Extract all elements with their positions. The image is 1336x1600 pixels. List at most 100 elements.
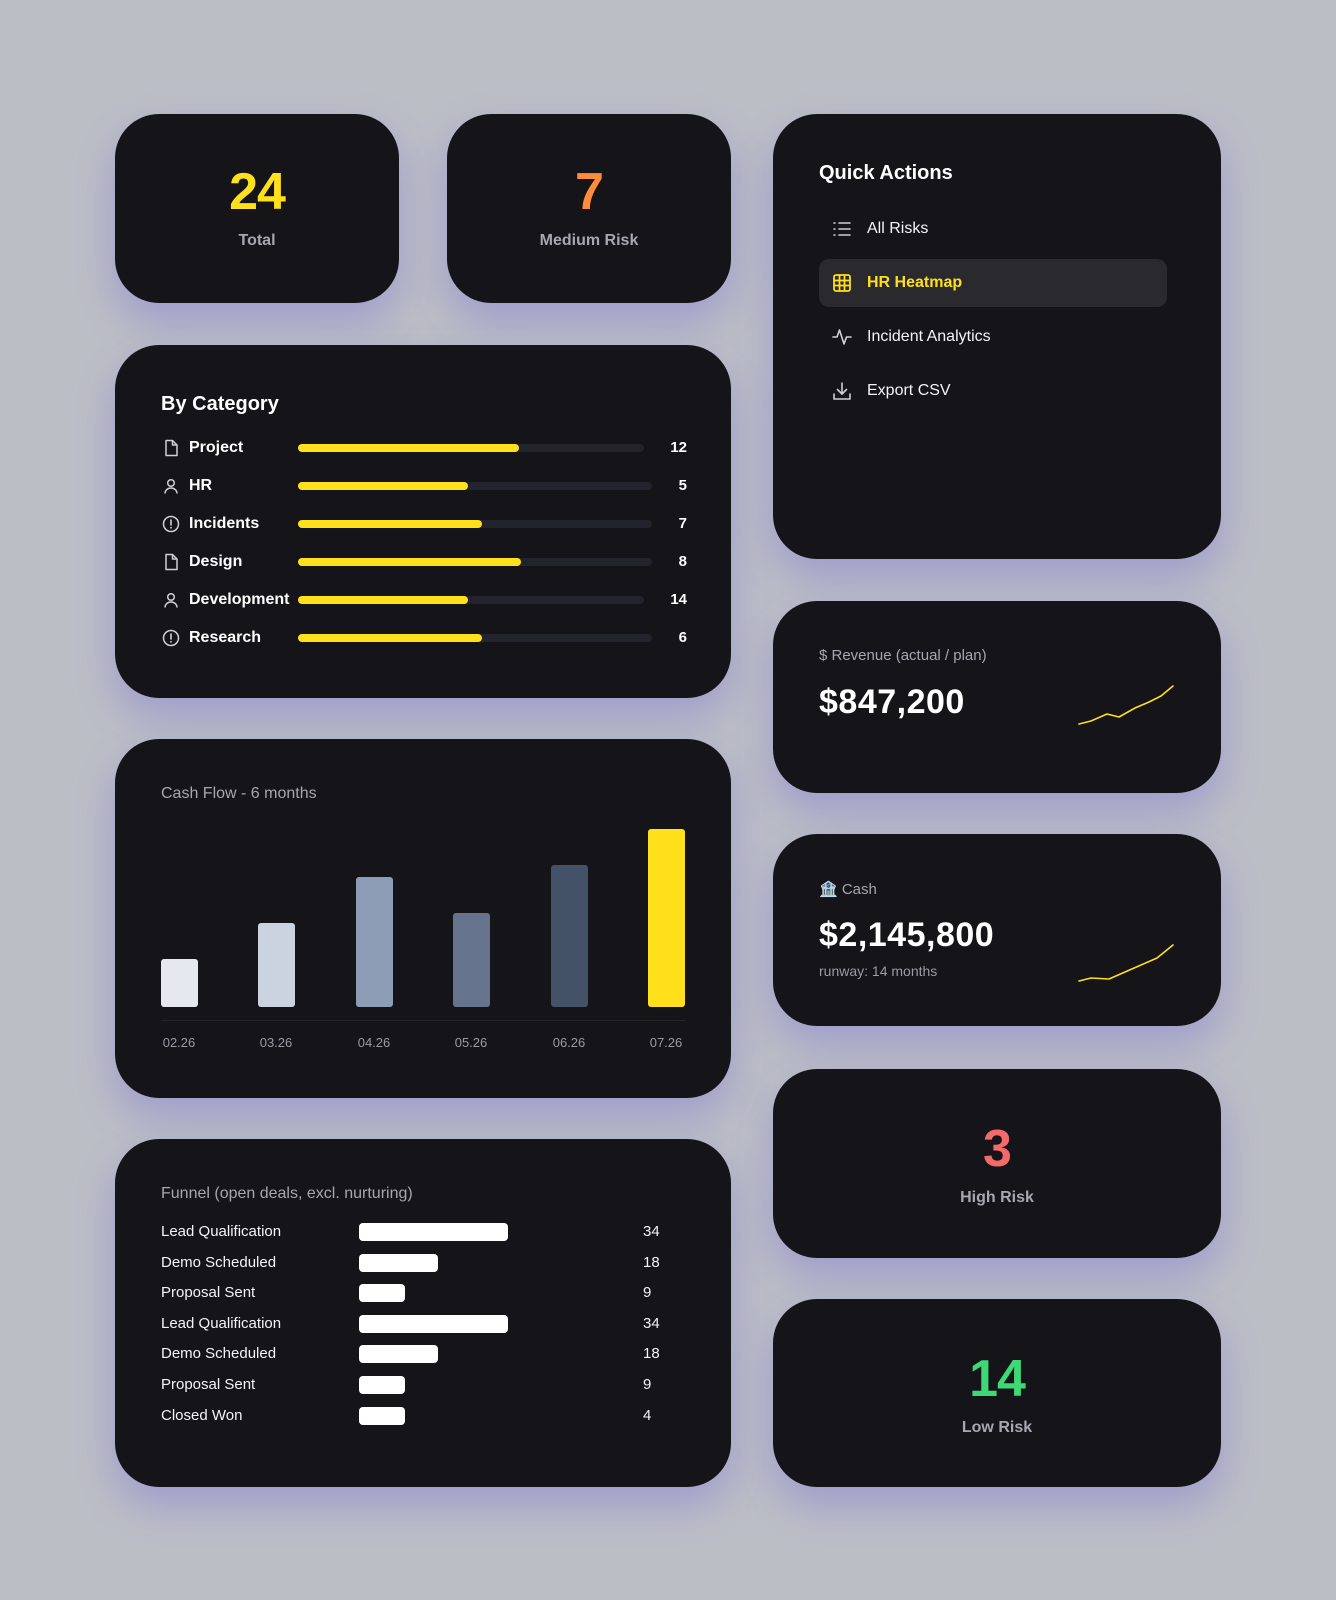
revenue-card: $ Revenue (actual / plan) $847,200 [773,601,1221,793]
grid-icon [833,274,851,292]
funnel-stage-label: Demo Scheduled [161,1253,277,1271]
cash-flow-tick-label: 03.26 [259,1035,293,1050]
category-row: Design [161,552,242,572]
funnel-count: 34 [643,1314,660,1332]
cash-flow-title: Cash Flow - 6 months [161,785,317,802]
funnel-card: Funnel (open deals, excl. nurturing) Lea… [115,1139,731,1487]
medium-risk-label: Medium Risk [539,232,639,249]
funnel-bar [359,1376,405,1394]
category-bar-fill [298,558,521,566]
cash-flow-bar [161,959,198,1007]
category-name: Project [189,439,244,456]
high-risk-label: High Risk [960,1189,1034,1206]
funnel-count: 9 [643,1284,652,1302]
category-name: Development [189,591,290,608]
category-bar-fill [298,596,468,604]
cash-flow-bar [356,877,393,1007]
cash-value: $2,145,800 [819,916,995,954]
category-bar-fill [298,482,468,490]
category-bar-track [298,482,652,490]
funnel-stage-label: Lead Qualification [161,1314,282,1332]
category-row: Incidents [161,514,259,534]
quick-action-label: Incident Analytics [867,328,991,345]
cash-runway: runway: 14 months [819,963,938,979]
category-count: 14 [670,591,687,608]
funnel-count: 18 [643,1253,660,1271]
quick-action-label: All Risks [867,220,929,237]
cash-flow-bar [648,829,685,1007]
category-bar-track [298,558,652,566]
category-bar-track [298,596,644,604]
low-risk-label: Low Risk [961,1419,1033,1436]
medium-risk-stat-card: 7 Medium Risk [447,114,731,303]
alert-circle-icon [162,629,180,647]
cash-flow-tick-label: 06.26 [552,1035,586,1050]
total-value: 24 [229,163,286,221]
funnel-bar [359,1314,508,1333]
cash-sparkline [1078,944,1174,982]
cash-flow-tick-label: 07.26 [649,1035,683,1050]
quick-action-label: Export CSV [867,382,951,399]
funnel-stage-label: Lead Qualification [161,1223,282,1240]
by-category-title: By Category [161,393,279,415]
funnel-count: 34 [643,1223,660,1240]
funnel-stage-label: Closed Won [161,1406,243,1424]
funnel-stage-label: Proposal Sent [161,1376,256,1393]
category-name: Research [189,629,262,646]
category-bar-fill [298,634,482,642]
low-risk-value: 14 [969,1350,1026,1408]
alert-circle-icon [162,515,180,533]
download-icon [833,382,851,400]
cash-label: 🏦 Cash [819,881,877,898]
category-bar-fill [298,520,482,528]
category-bar-track [298,634,652,642]
revenue-value: $847,200 [819,683,965,721]
category-bar-track [298,444,644,452]
funnel-count: 9 [643,1376,652,1393]
funnel-bar [359,1284,405,1303]
funnel-title: Funnel (open deals, excl. nurturing) [161,1185,413,1202]
quick-action-label: HR Heatmap [867,274,963,291]
funnel-bar [359,1406,405,1425]
user-icon [164,592,178,608]
user-icon [164,478,178,494]
quick-actions-card: Quick Actions All Risks HR Heatmap Incid… [773,114,1221,559]
by-category-card: By Category Project 12 HR 5 Incidents 7 Design… [115,345,731,698]
category-count: 5 [678,477,687,494]
funnel-stage-label: Demo Scheduled [161,1345,277,1363]
cash-flow-bar [551,865,588,1007]
list-icon [833,222,851,236]
funnel-count: 4 [643,1406,652,1424]
cash-flow-bar [453,913,490,1007]
file-icon [165,439,178,457]
medium-risk-value: 7 [575,163,604,221]
category-name: Design [189,553,243,570]
total-label: Total [238,232,276,249]
cash-flow-tick-label: 05.26 [454,1035,488,1050]
quick-action-hr-heatmap[interactable]: HR Heatmap [819,259,1167,307]
category-bar-track [298,520,652,528]
category-bar-fill [298,444,519,452]
category-row: Development [161,590,289,610]
revenue-label: $ Revenue (actual / plan) [819,647,987,664]
high-risk-stat-card: 3 High Risk [773,1069,1221,1258]
file-icon [165,553,178,571]
revenue-sparkline [1078,685,1174,725]
quick-action-export-csv[interactable]: Export CSV [819,367,1167,415]
cash-flow-card: Cash Flow - 6 months 02.26 03.26 04.26 05.2… [115,739,731,1098]
funnel-bar [359,1345,438,1364]
quick-actions-title: Quick Actions [819,162,953,184]
funnel-bar [359,1223,508,1241]
category-count: 8 [678,553,687,570]
category-count: 12 [670,439,687,456]
category-row: HR [161,476,212,496]
cash-flow-axis [161,1020,685,1021]
quick-action-incident-analytics[interactable]: Incident Analytics [819,313,1167,361]
category-row: Project [161,438,243,458]
cash-flow-tick-label: 02.26 [162,1035,196,1050]
cash-flow-tick-label: 04.26 [357,1035,391,1050]
total-stat-card: 24 Total [115,114,399,303]
quick-action-all-risks[interactable]: All Risks [819,205,1167,253]
cash-flow-bar [258,923,295,1007]
funnel-stage-label: Proposal Sent [161,1284,256,1302]
